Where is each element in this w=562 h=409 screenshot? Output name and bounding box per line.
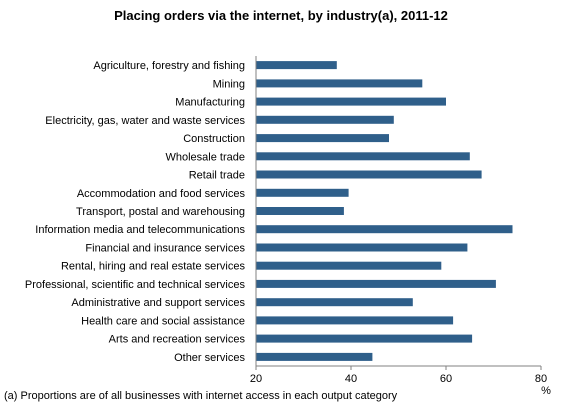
category-label: Transport, postal and warehousing [76, 206, 245, 218]
x-tick-label: 60 [440, 373, 452, 385]
bar [256, 261, 442, 270]
chart-footnote: (a) Proportions are of all businesses wi… [4, 390, 398, 402]
category-label: Arts and recreation services [109, 334, 246, 346]
bar [256, 225, 513, 234]
x-tick-label: 40 [345, 373, 357, 385]
category-label: Financial and insurance services [85, 243, 245, 255]
category-label: Rental, hiring and real estate services [61, 261, 246, 273]
category-label: Agriculture, forestry and fishing [93, 60, 245, 72]
bar [256, 97, 446, 106]
bar [256, 352, 373, 361]
category-label: Manufacturing [175, 97, 245, 109]
category-label: Construction [183, 133, 245, 145]
category-label: Health care and social assistance [81, 315, 245, 327]
category-label: Electricity, gas, water and waste servic… [45, 115, 245, 127]
x-tick-label: 20 [250, 373, 262, 385]
x-axis-label: % [541, 385, 551, 397]
bar [256, 207, 344, 215]
category-label: Other services [174, 352, 245, 364]
bar [256, 298, 413, 307]
bar [256, 188, 349, 197]
category-label: Administrative and support services [71, 297, 245, 309]
category-label: Mining [213, 78, 245, 90]
bar [256, 316, 454, 325]
bar [256, 115, 394, 124]
bar [256, 279, 496, 288]
category-label: Accommodation and food services [77, 188, 246, 200]
x-tick-label: 80 [535, 373, 547, 385]
bar [256, 170, 482, 179]
category-label: Retail trade [189, 170, 245, 182]
bar [256, 152, 470, 161]
category-label: Information media and telecommunications [35, 224, 245, 236]
chart-title: Placing orders via the internet, by indu… [114, 8, 448, 23]
bar [256, 334, 473, 343]
bar [256, 243, 468, 252]
category-label: Wholesale trade [166, 151, 246, 163]
bar [256, 79, 423, 88]
category-label: Professional, scientific and technical s… [25, 279, 246, 291]
bar [256, 61, 337, 70]
bar [256, 134, 389, 143]
